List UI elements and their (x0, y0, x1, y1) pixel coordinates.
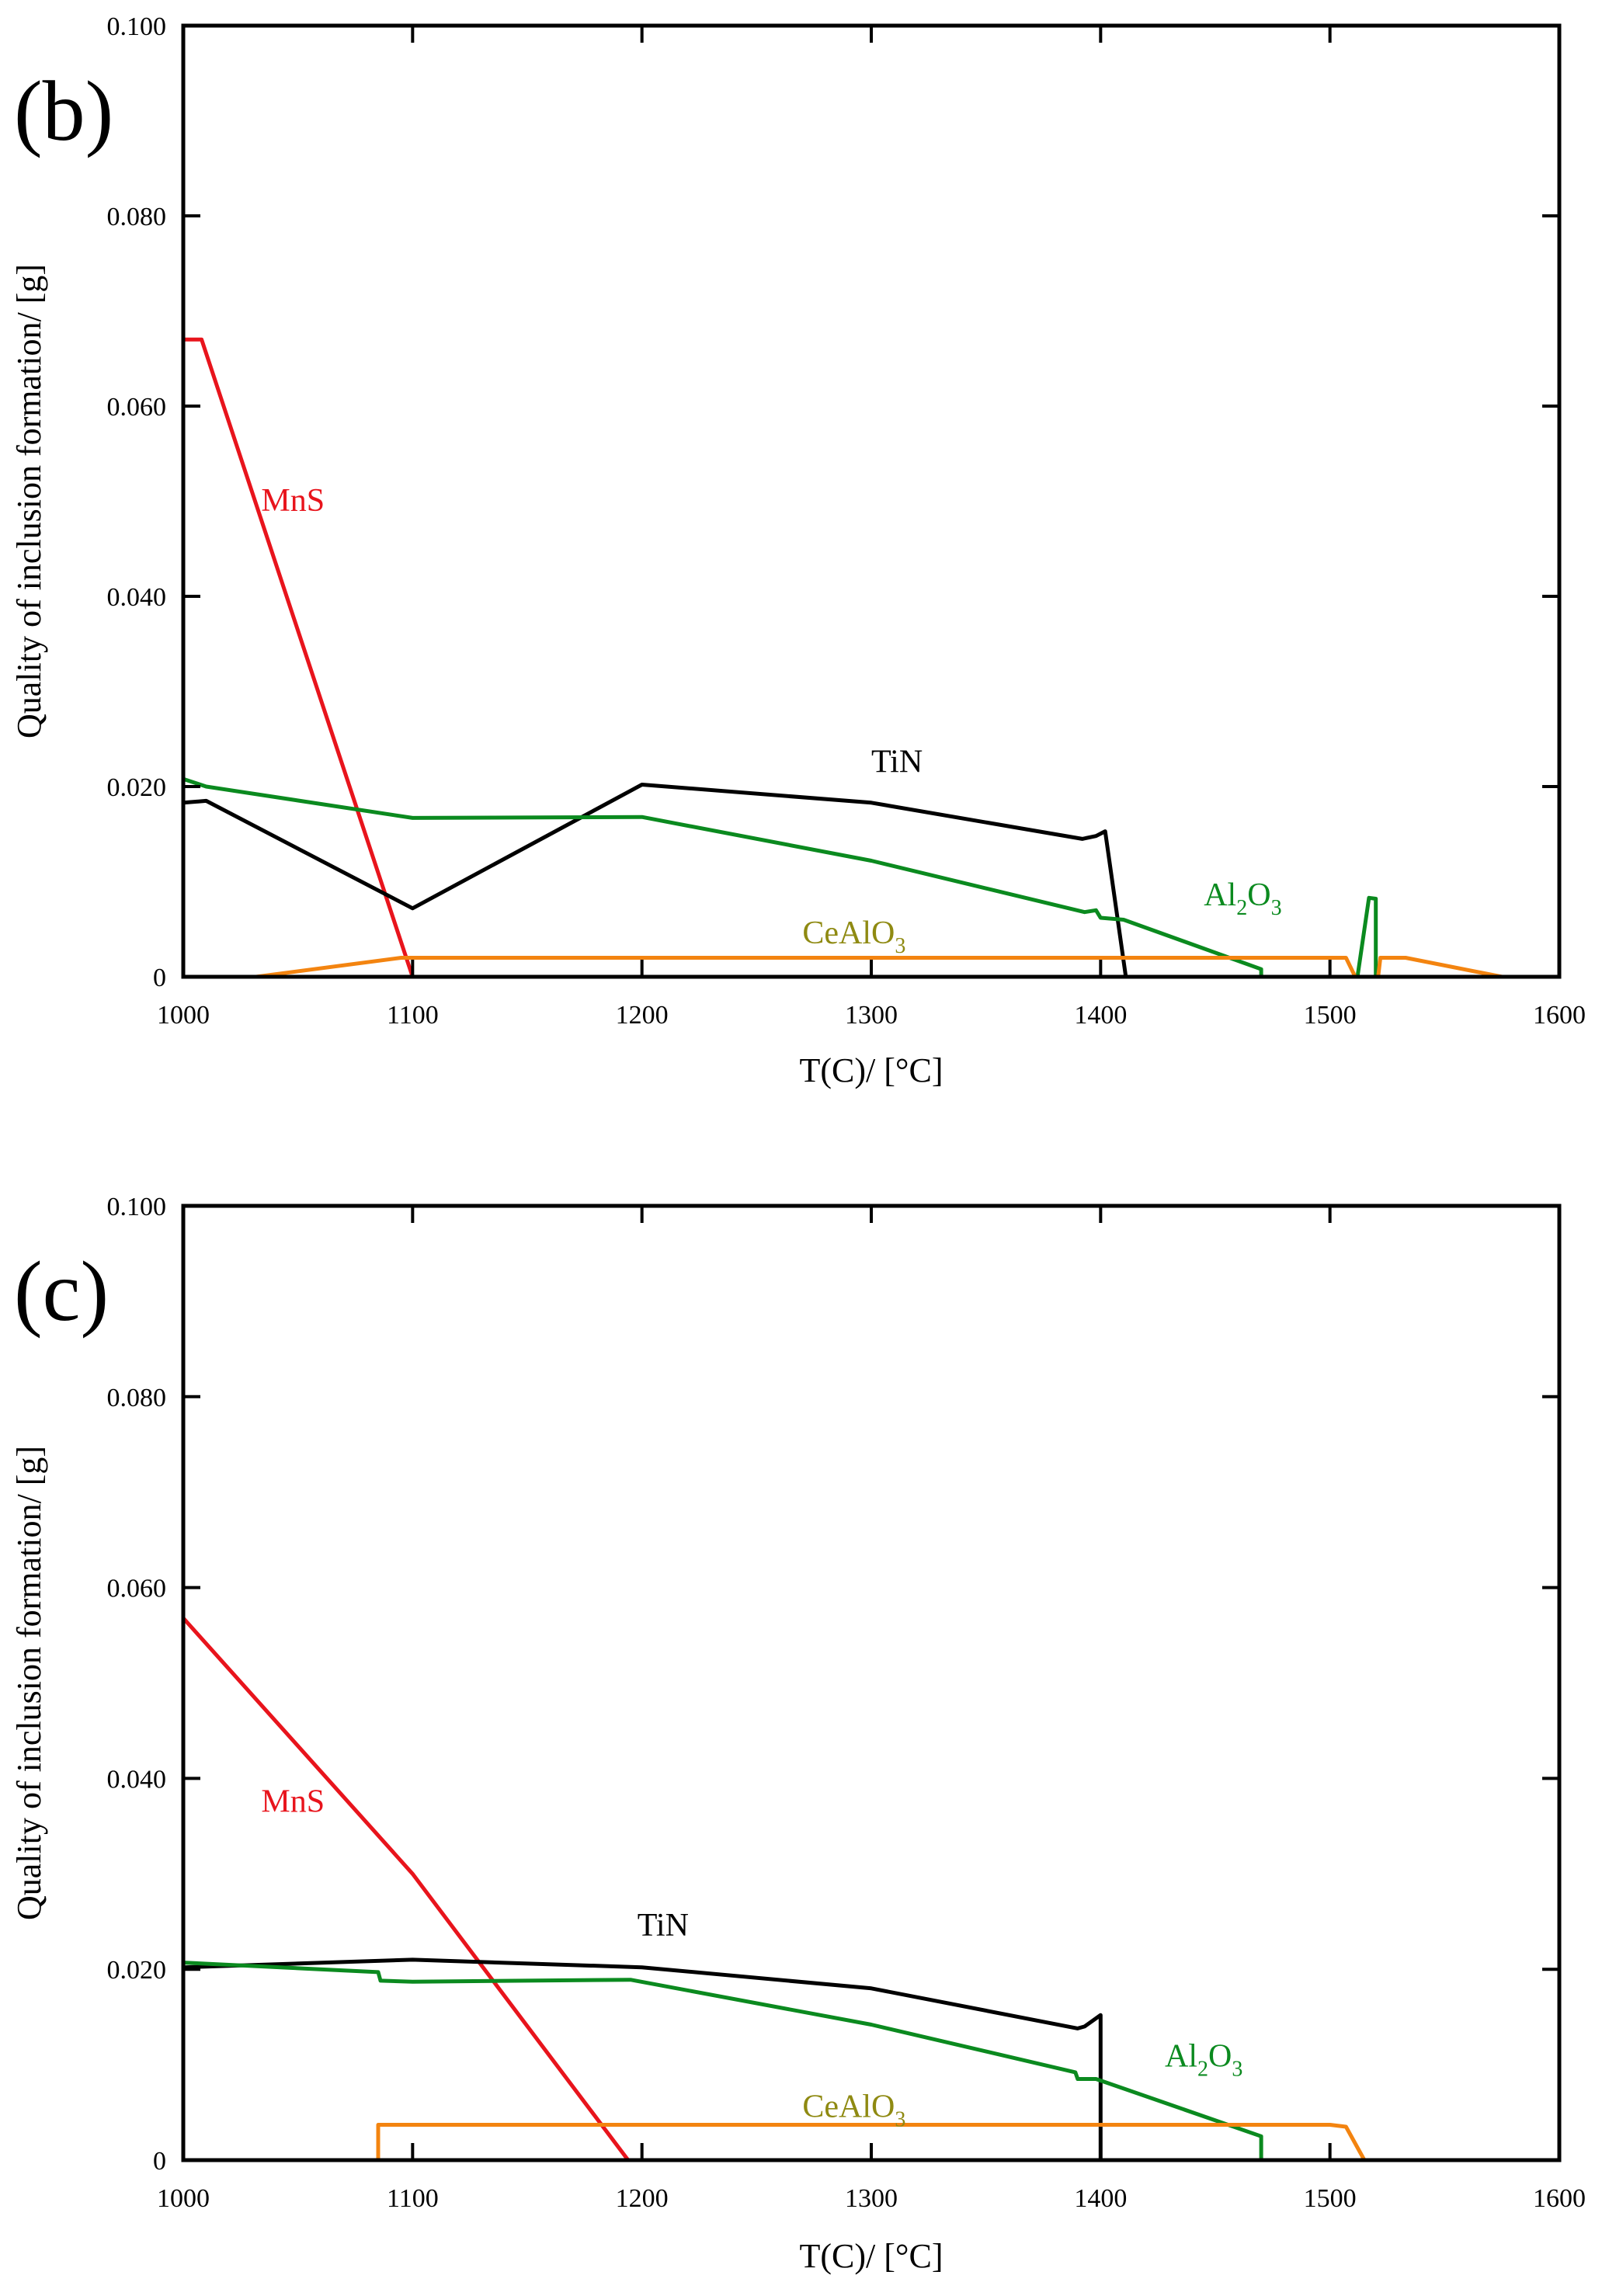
series-label-part: CeAlO (802, 915, 895, 951)
y-axis-title: Quality of inclusion formation/ [g] (10, 1446, 48, 1920)
series-line-cealo3 (241, 956, 1503, 977)
series-label-al2o3: Al2O3 (1165, 2039, 1242, 2082)
panel-label: (c) (14, 1244, 109, 1339)
series-label-part: MnS (261, 483, 325, 519)
y-tick-label: 0.040 (107, 1765, 167, 1794)
y-tick-label: 0.020 (107, 773, 167, 802)
x-axis-title: T(C)/ [°C] (799, 1051, 943, 1089)
chart-panel-1: 1000 1100 1200 1300 1400 1500 1600 0 0.020 0.040 0… (10, 12, 1586, 1089)
y-tick-label: 0.040 (107, 583, 167, 612)
series-label-part: O (1247, 877, 1270, 913)
series-label-mns: MnS (261, 483, 325, 519)
x-tick-label: 1400 (1074, 1001, 1127, 1030)
series-label-part: 3 (1271, 896, 1282, 920)
x-tick-label: 1000 (157, 2184, 210, 2213)
series-line-tin (183, 1957, 1103, 2160)
series-line-tin (183, 783, 1128, 977)
y-tick-label: 0.060 (107, 1575, 167, 1603)
y-tick-label: 0.080 (107, 1384, 167, 1412)
series-label-part: Al (1165, 2039, 1197, 2075)
series-line-al2o3 (183, 1961, 1263, 2160)
series-line-mns (183, 337, 415, 977)
series-label-part: TiN (638, 1908, 689, 1943)
series-label-part: Al (1204, 877, 1236, 913)
x-tick-label: 1200 (616, 1001, 669, 1030)
y-axis-title: Quality of inclusion formation/ [g] (10, 264, 48, 738)
y-tick-label: 0 (153, 964, 166, 992)
x-tick-label: 1100 (387, 1001, 439, 1030)
x-tick-label: 1600 (1533, 1001, 1586, 1030)
series-label-part: TiN (871, 745, 923, 780)
series-label-part: O (1208, 2039, 1232, 2075)
series-label-part: 3 (895, 2108, 905, 2132)
series-label-part: CeAlO (802, 2089, 895, 2125)
series-line-mns (183, 1617, 630, 2160)
x-tick-label: 1500 (1304, 1001, 1357, 1030)
y-tick-label: 0.060 (107, 393, 167, 422)
x-tick-label: 1300 (845, 2184, 898, 2213)
plot-frame (181, 1204, 1562, 2162)
series-label-part: 3 (895, 934, 905, 958)
series-label-part: 2 (1236, 896, 1247, 920)
x-axis-title: T(C)/ [°C] (799, 2237, 943, 2275)
series-label-tin: TiN (871, 745, 923, 780)
series-label-mns: MnS (261, 1784, 325, 1819)
x-tick-label: 1400 (1074, 2184, 1127, 2213)
x-tick-label: 1200 (616, 2184, 669, 2213)
x-tick-label: 1600 (1533, 2184, 1586, 2213)
series-label-cealo3: CeAlO3 (802, 915, 905, 958)
x-tick-label: 1500 (1304, 2184, 1357, 2213)
panel-label: (b) (14, 64, 113, 158)
y-tick-label: 0.100 (107, 12, 167, 41)
series-label-al2o3: Al2O3 (1204, 877, 1281, 920)
y-tick-label: 0 (153, 2147, 166, 2176)
chart-panel-2: 1000 1100 1200 1300 1400 1500 1600 0 0.020 0.040 0… (10, 1193, 1586, 2275)
series-line-cealo3 (376, 2123, 1367, 2160)
x-tick-label: 1100 (387, 2184, 439, 2213)
series-label-part: MnS (261, 1784, 325, 1819)
y-tick-label: 0.020 (107, 1956, 167, 1985)
series-label-part: 2 (1197, 2058, 1208, 2082)
y-tick-label: 0.100 (107, 1193, 167, 1221)
series-label-tin: TiN (638, 1908, 689, 1943)
series-line-al2o3 (183, 776, 1378, 977)
series-label-part: 3 (1232, 2058, 1242, 2082)
y-tick-label: 0.080 (107, 203, 167, 231)
x-tick-label: 1000 (157, 1001, 210, 1030)
x-tick-label: 1300 (845, 1001, 898, 1030)
series-label-cealo3: CeAlO3 (802, 2089, 905, 2132)
plot-frame (181, 23, 1562, 979)
